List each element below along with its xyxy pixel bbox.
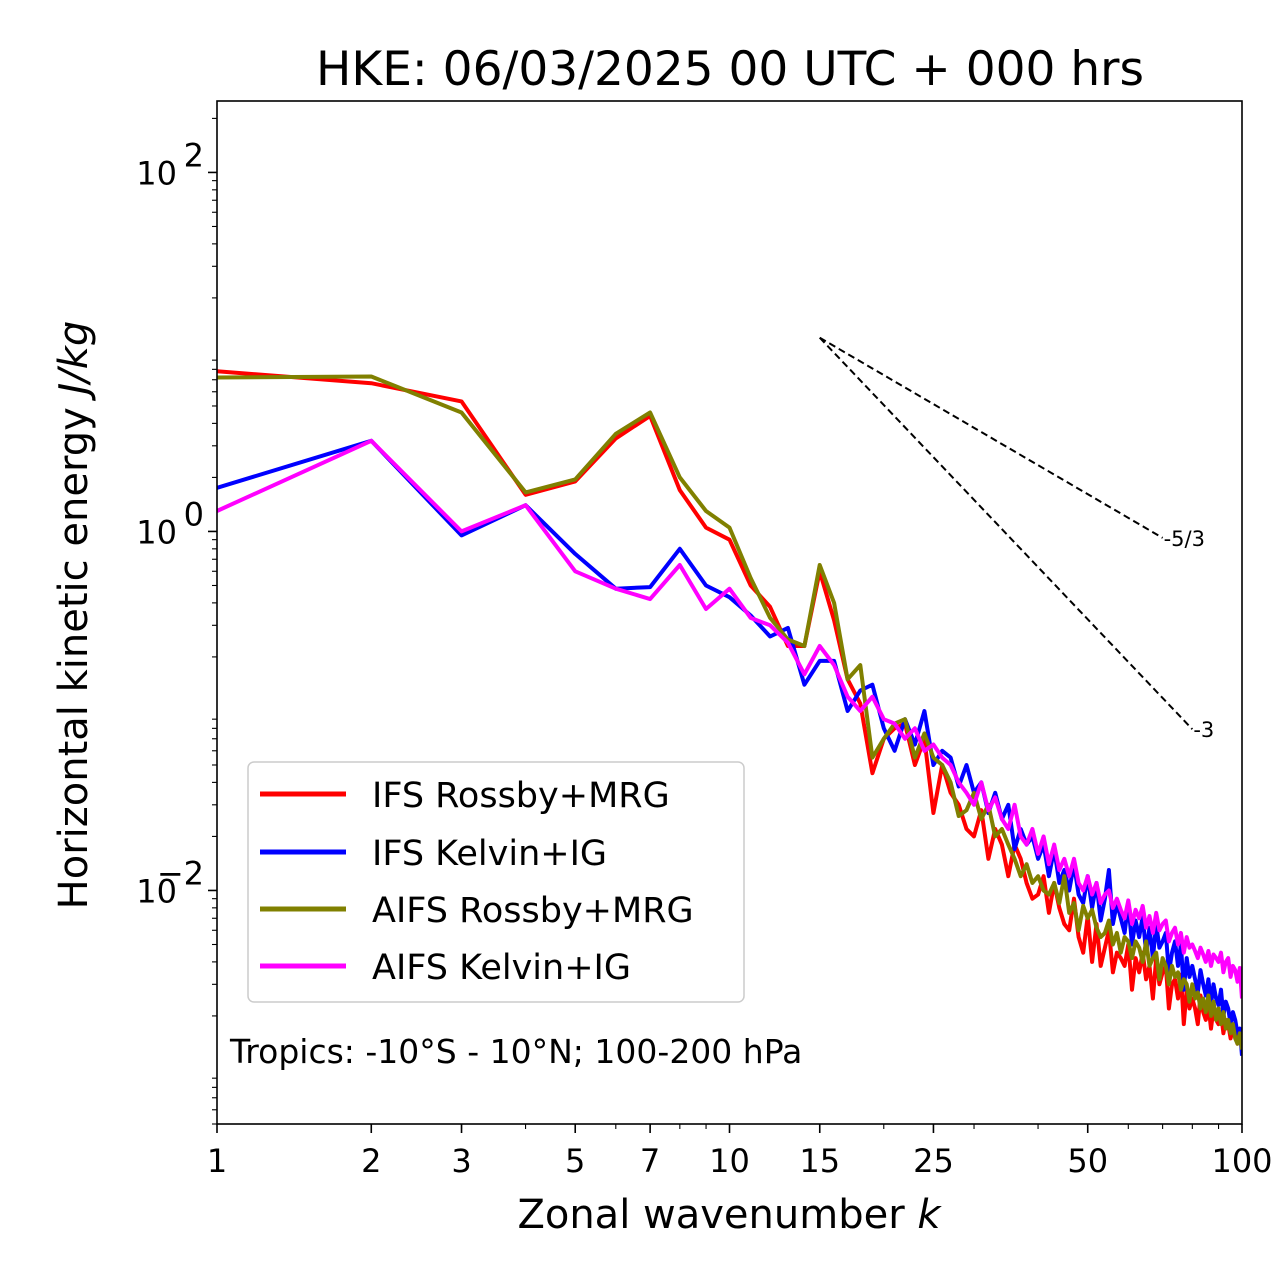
x-tick-label: 2 <box>361 1142 381 1180</box>
legend: IFS Rossby+MRG IFS Kelvin+IG AIFS Rossby… <box>247 761 745 1003</box>
x-tick-label: 3 <box>451 1142 471 1180</box>
x-axis-label: Zonal wavenumber k <box>517 1192 942 1238</box>
y-tick-exponent: −2 <box>157 854 204 892</box>
y-axis-label: Horizontal kinetic energy J/kg <box>51 321 97 910</box>
series-lines <box>217 369 1242 1056</box>
legend-box <box>247 761 745 1003</box>
y-tick-base: 10 <box>136 872 177 910</box>
reference-slope-label: -3 <box>1193 718 1214 742</box>
series-line-aifs-rossby-mrg <box>217 374 1242 1050</box>
y-tick-label: 10 <box>136 154 177 192</box>
y-axis-label-unit: J/kg <box>51 321 97 402</box>
legend-label-ifs-kelvin-ig: IFS Kelvin+IG <box>372 834 607 874</box>
reference-slope-line <box>819 337 1194 730</box>
series-line-aifs-kelvin-ig <box>217 438 1242 999</box>
y-tick-exponent: 2 <box>184 136 204 174</box>
x-axis-label-text: Zonal wavenumber <box>517 1192 905 1238</box>
y-tick-exponent: 0 <box>184 495 204 533</box>
x-tick-label: 25 <box>913 1142 954 1180</box>
legend-label-ifs-rossby-mrg: IFS Rossby+MRG <box>372 776 670 816</box>
x-tick-label: 100 <box>1211 1142 1272 1180</box>
plot-frame <box>216 100 1243 1125</box>
reference-slope-label: -5/3 <box>1164 527 1205 551</box>
y-tick-base: 10 <box>136 513 177 551</box>
legend-label-aifs-kelvin-ig: AIFS Kelvin+IG <box>372 948 631 988</box>
x-tick-label: 1 <box>207 1142 227 1180</box>
y-tick-base: 10 <box>136 154 177 192</box>
legend-label-aifs-rossby-mrg: AIFS Rossby+MRG <box>372 891 694 931</box>
region-annotation: Tropics: -10°S - 10°N; 100-200 hPa <box>229 1032 802 1071</box>
x-tick-label: 15 <box>799 1142 840 1180</box>
y-tick-label: 10 <box>136 513 177 551</box>
x-tick-label: 50 <box>1067 1142 1108 1180</box>
x-tick-label: 10 <box>709 1142 750 1180</box>
x-tick-label: 7 <box>640 1142 660 1180</box>
reference-slopes: -5/3 -3 <box>819 336 1214 742</box>
chart-title: HKE: 06/03/2025 00 UTC + 000 hrs <box>316 42 1144 97</box>
y-tick-label: 10 <box>136 872 177 910</box>
reference-slope-line <box>819 336 1164 539</box>
y-axis-label-text: Horizontal kinetic energy <box>51 407 97 909</box>
x-tick-label: 5 <box>565 1142 585 1180</box>
x-axis-label-var: k <box>917 1192 942 1238</box>
